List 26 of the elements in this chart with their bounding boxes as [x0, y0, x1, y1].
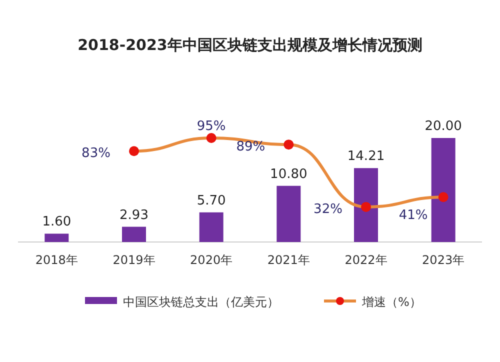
- x-tick-label: 2022年: [344, 253, 388, 267]
- x-tick-label: 2023年: [422, 253, 465, 267]
- x-tick-label: 2021年: [267, 253, 310, 267]
- data-label: 89%: [236, 140, 266, 155]
- data-label: 5.70: [196, 193, 226, 208]
- bar: [276, 186, 301, 242]
- data-label: 2.93: [120, 208, 148, 223]
- legend-label: 增速（%）: [361, 295, 422, 309]
- bar: [354, 168, 378, 242]
- data-label: 32%: [314, 202, 342, 217]
- bar: [44, 234, 69, 242]
- data-label: 10.80: [270, 166, 308, 182]
- data-label: 41%: [398, 208, 428, 224]
- data-label: 83%: [82, 146, 110, 162]
- bar: [122, 226, 146, 242]
- x-tick-label: 2019年: [112, 253, 156, 267]
- legend-label: 中国区块链总支出（亿美元）: [123, 295, 279, 309]
- data-label: 14.21: [347, 149, 385, 164]
- bar: [431, 138, 456, 242]
- chart-title: 2018-2023年中国区块链支出规模及增长情况预测: [78, 36, 422, 54]
- x-tick-label: 2018年: [35, 253, 78, 267]
- data-label: 20.00: [424, 119, 462, 134]
- data-label: 95%: [196, 119, 226, 134]
- x-tick-label: 2020年: [190, 253, 233, 267]
- bar: [199, 212, 224, 242]
- data-label: 1.60: [42, 214, 72, 230]
